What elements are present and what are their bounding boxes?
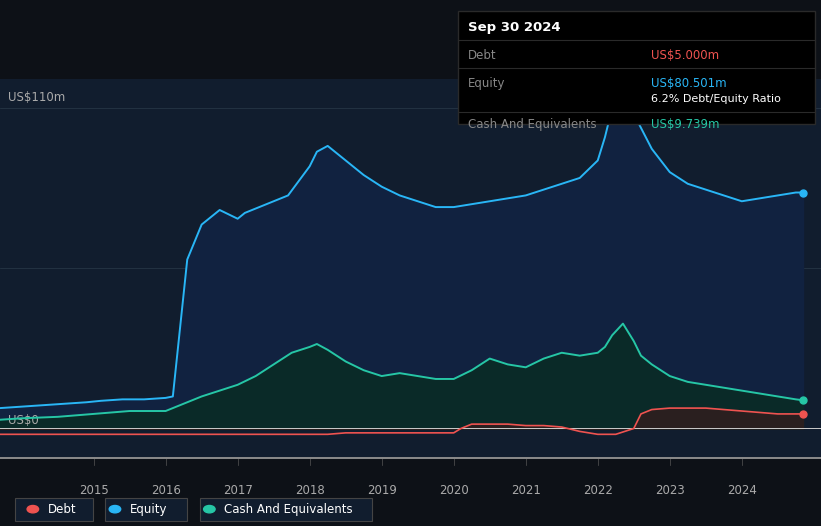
Text: -US$10m: -US$10m [8,460,62,472]
Text: Cash And Equivalents: Cash And Equivalents [224,503,353,516]
Text: US$0: US$0 [8,413,39,427]
Text: US$9.739m: US$9.739m [651,118,719,132]
Text: US$5.000m: US$5.000m [651,49,719,62]
Text: Equity: Equity [468,77,506,90]
Text: Equity: Equity [130,503,167,516]
Text: US$80.501m: US$80.501m [651,77,727,90]
Text: Debt: Debt [48,503,76,516]
Text: Cash And Equivalents: Cash And Equivalents [468,118,597,132]
Text: Debt: Debt [468,49,497,62]
Text: Sep 30 2024: Sep 30 2024 [468,21,561,34]
Text: US$110m: US$110m [8,91,66,104]
Text: 6.2% Debt/Equity Ratio: 6.2% Debt/Equity Ratio [651,94,781,104]
